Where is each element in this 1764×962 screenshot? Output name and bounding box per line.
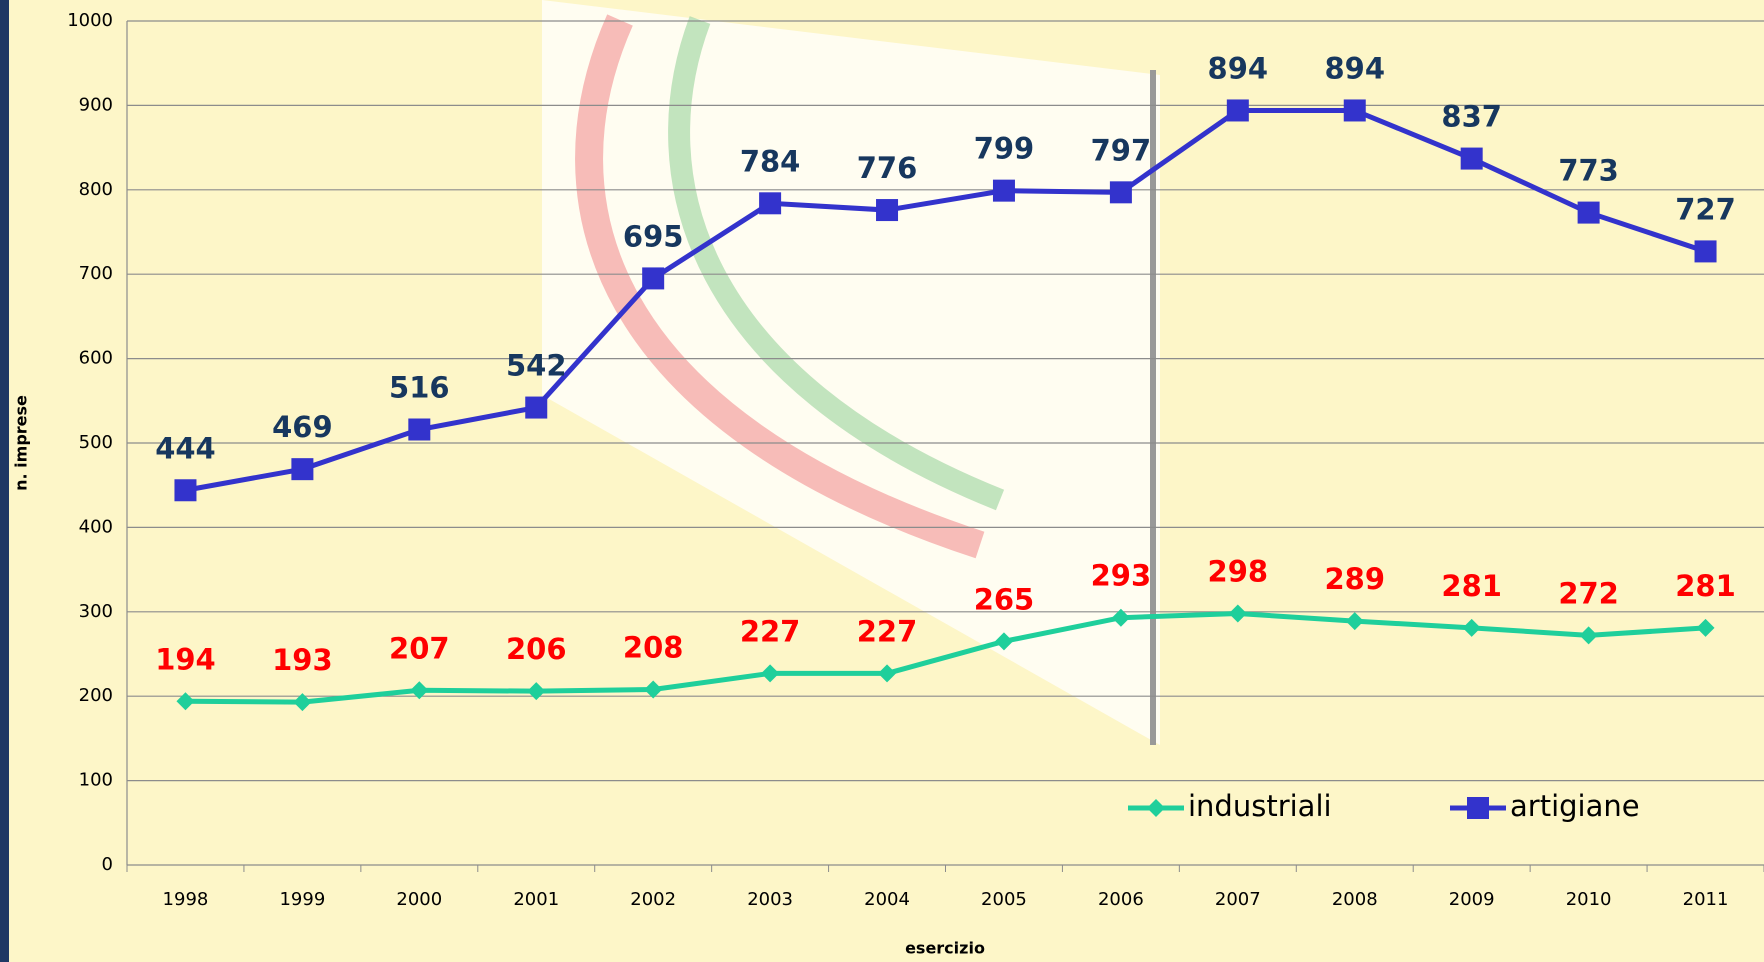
data-label: 194 xyxy=(155,642,216,676)
data-point xyxy=(993,180,1015,202)
data-label: 773 xyxy=(1558,154,1619,188)
y-tick-label: 500 xyxy=(79,432,113,453)
legend-marker xyxy=(1467,797,1489,819)
data-label: 265 xyxy=(974,582,1035,616)
data-point xyxy=(1344,99,1366,121)
data-point xyxy=(1110,181,1132,203)
data-label: 208 xyxy=(623,630,684,664)
data-label: 193 xyxy=(272,643,333,677)
data-label: 444 xyxy=(155,431,216,465)
x-tick-label: 1998 xyxy=(163,889,209,910)
y-tick-label: 0 xyxy=(102,854,113,875)
data-label: 469 xyxy=(272,410,333,444)
data-point xyxy=(876,199,898,221)
data-label: 784 xyxy=(740,144,801,178)
legend-label: artigiane xyxy=(1510,789,1640,823)
data-label: 894 xyxy=(1208,51,1269,85)
data-label: 776 xyxy=(857,151,918,185)
x-tick-label: 2001 xyxy=(513,889,559,910)
data-point xyxy=(1227,99,1249,121)
data-label: 207 xyxy=(389,631,450,665)
data-point xyxy=(1695,240,1717,262)
data-label: 894 xyxy=(1324,51,1385,85)
y-tick-label: 100 xyxy=(79,770,113,791)
chart: n. imprese esercizio 0 100 200 300 400 500 600… xyxy=(0,0,1764,962)
data-point xyxy=(1578,202,1600,224)
x-tick-label: 2009 xyxy=(1449,889,1495,910)
data-point xyxy=(642,267,664,289)
x-tick-label: 1999 xyxy=(279,889,325,910)
x-axis-title: esercizio xyxy=(905,939,985,958)
page: {"chart_data": {"type": "line", "x_label… xyxy=(0,0,1764,962)
data-label: 542 xyxy=(506,349,567,383)
data-label: 206 xyxy=(506,632,567,666)
data-label: 727 xyxy=(1675,192,1736,226)
data-label: 799 xyxy=(974,132,1035,166)
data-label: 298 xyxy=(1208,554,1269,588)
x-tick-label: 2011 xyxy=(1683,889,1729,910)
data-point xyxy=(525,397,547,419)
x-tick-label: 2010 xyxy=(1566,889,1612,910)
data-label: 837 xyxy=(1441,100,1502,134)
y-tick-label: 900 xyxy=(79,94,113,115)
data-label: 797 xyxy=(1091,133,1152,167)
side-strip xyxy=(0,0,9,962)
x-tick-label: 2007 xyxy=(1215,889,1261,910)
data-label: 695 xyxy=(623,219,684,253)
data-label: 293 xyxy=(1091,559,1152,593)
x-tick-label: 2000 xyxy=(396,889,442,910)
x-tick-label: 2004 xyxy=(864,889,910,910)
x-tick-label: 2005 xyxy=(981,889,1027,910)
x-tick-label: 2003 xyxy=(747,889,793,910)
x-tick-label: 2006 xyxy=(1098,889,1144,910)
data-label: 227 xyxy=(740,614,801,648)
y-tick-label: 600 xyxy=(79,348,113,369)
data-point xyxy=(408,418,430,440)
y-tick-label: 700 xyxy=(79,263,113,284)
x-tick-label: 2002 xyxy=(630,889,676,910)
legend-label: industriali xyxy=(1188,789,1332,823)
data-label: 281 xyxy=(1675,569,1736,603)
data-label: 281 xyxy=(1441,569,1502,603)
y-axis-title: n. imprese xyxy=(12,395,31,491)
data-point xyxy=(174,479,196,501)
data-label: 227 xyxy=(857,614,918,648)
y-tick-label: 800 xyxy=(79,179,113,200)
y-tick-label: 200 xyxy=(79,685,113,706)
data-point xyxy=(1461,148,1483,170)
data-label: 272 xyxy=(1558,576,1619,610)
data-point xyxy=(291,458,313,480)
y-tick-label: 300 xyxy=(79,601,113,622)
data-label: 289 xyxy=(1324,562,1385,596)
data-label: 516 xyxy=(389,370,450,404)
y-tick-label: 1000 xyxy=(67,10,113,31)
x-tick-label: 2008 xyxy=(1332,889,1378,910)
y-tick-label: 400 xyxy=(79,516,113,537)
data-point xyxy=(759,192,781,214)
